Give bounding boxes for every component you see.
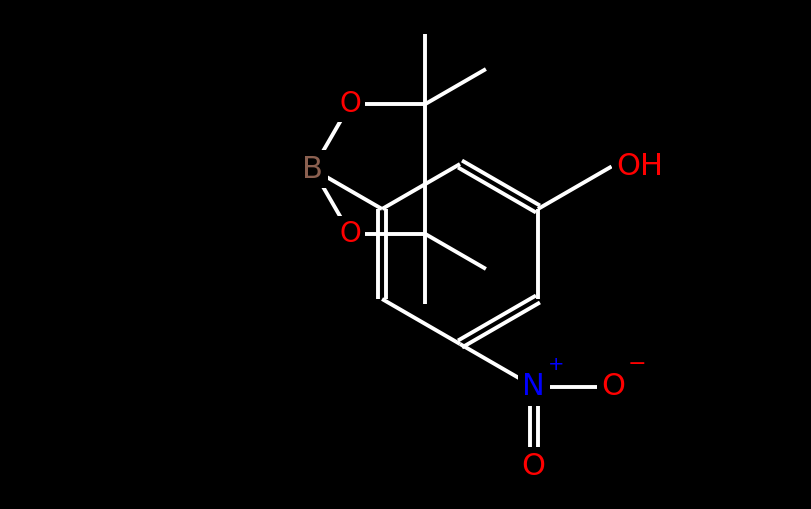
Text: O: O — [521, 452, 546, 481]
Text: O: O — [339, 220, 361, 248]
Text: +: + — [547, 355, 564, 375]
Text: OH: OH — [616, 152, 663, 181]
Text: −: − — [628, 354, 646, 375]
Text: N: N — [522, 372, 545, 401]
Text: O: O — [602, 372, 625, 401]
Text: O: O — [339, 90, 361, 118]
Text: B: B — [303, 155, 324, 184]
